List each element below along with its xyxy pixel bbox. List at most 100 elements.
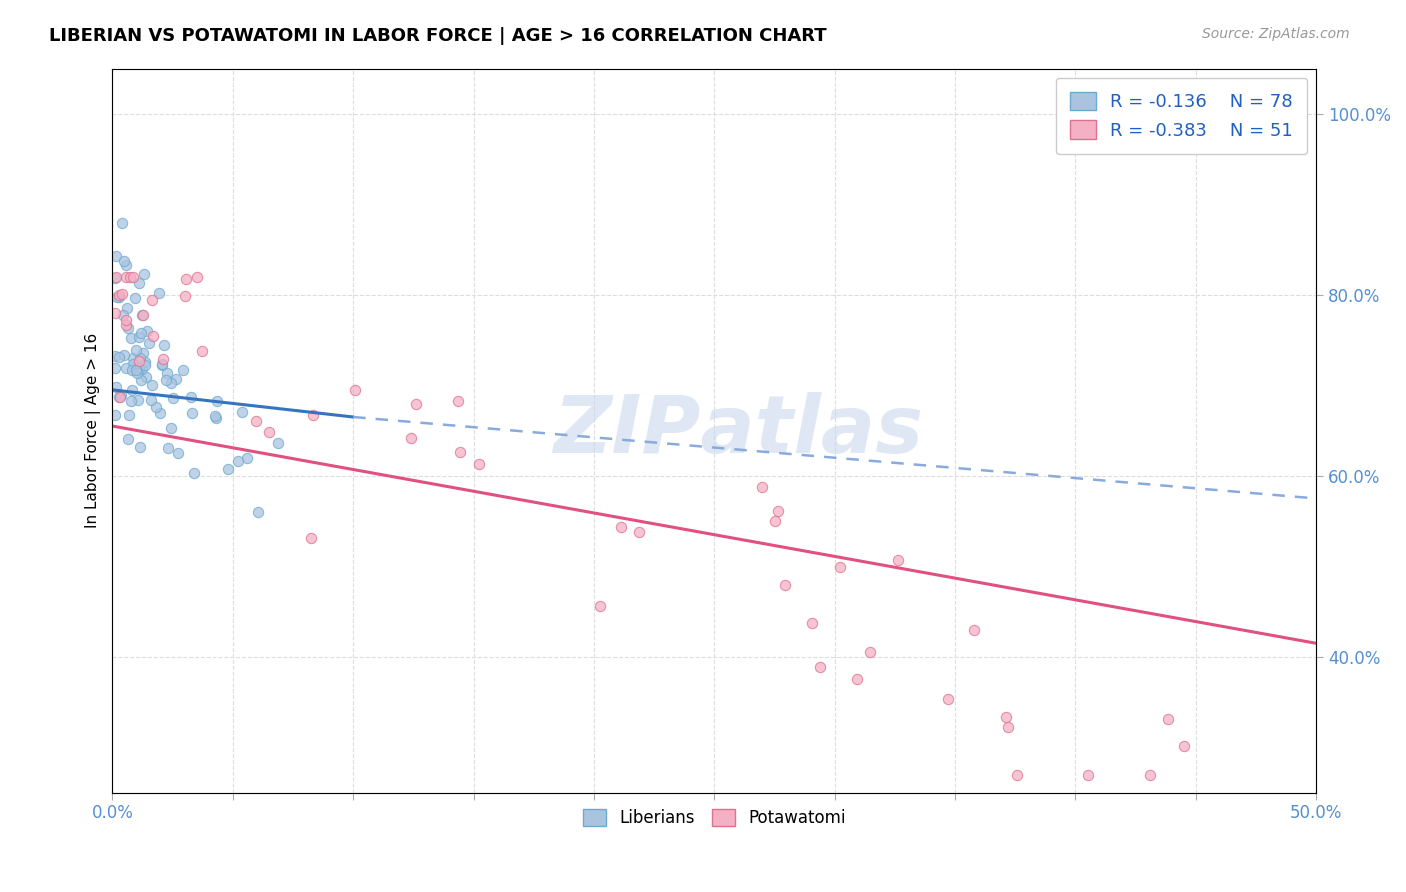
Point — [121, 357, 143, 371]
Point — [128, 351, 150, 366]
Point — [589, 599, 612, 613]
Point — [160, 421, 183, 435]
Point — [134, 358, 156, 372]
Point — [801, 616, 824, 631]
Point — [963, 623, 986, 637]
Point — [267, 436, 290, 450]
Point — [245, 414, 267, 428]
Point — [181, 406, 204, 420]
Point — [150, 358, 173, 372]
Point — [859, 645, 882, 659]
Point — [174, 289, 197, 303]
Point — [995, 710, 1018, 724]
Point — [104, 249, 127, 263]
Point — [127, 360, 149, 375]
Point — [115, 258, 138, 272]
Point — [172, 363, 194, 377]
Point — [111, 308, 134, 322]
Point — [150, 357, 173, 371]
Point — [468, 457, 491, 471]
Point — [1173, 739, 1195, 753]
Point — [135, 324, 157, 338]
Point — [405, 396, 427, 410]
Point — [134, 267, 156, 281]
Point — [125, 366, 148, 380]
Point — [107, 351, 129, 365]
Point — [121, 383, 143, 397]
Point — [104, 269, 127, 284]
Point — [399, 431, 422, 445]
Point — [104, 380, 127, 394]
Point — [299, 531, 322, 545]
Point — [129, 373, 152, 387]
Point — [125, 343, 148, 358]
Point — [118, 408, 141, 422]
Point — [121, 363, 143, 377]
Point — [110, 388, 132, 402]
Point — [763, 515, 786, 529]
Point — [162, 391, 184, 405]
Point — [236, 450, 259, 465]
Point — [111, 216, 134, 230]
Point — [104, 349, 127, 363]
Text: LIBERIAN VS POTAWATOMI IN LABOR FORCE | AGE > 16 CORRELATION CHART: LIBERIAN VS POTAWATOMI IN LABOR FORCE | … — [49, 27, 827, 45]
Point — [148, 285, 170, 300]
Point — [104, 361, 127, 376]
Point — [120, 331, 142, 345]
Point — [120, 393, 142, 408]
Point — [115, 313, 138, 327]
Point — [155, 373, 177, 387]
Point — [131, 308, 153, 322]
Point — [129, 440, 152, 454]
Point — [104, 271, 127, 285]
Point — [128, 276, 150, 290]
Point — [141, 293, 163, 308]
Point — [107, 290, 129, 304]
Point — [132, 308, 155, 322]
Point — [111, 287, 134, 301]
Point — [108, 288, 131, 302]
Text: Source: ZipAtlas.com: Source: ZipAtlas.com — [1202, 27, 1350, 41]
Point — [105, 290, 128, 304]
Point — [246, 505, 269, 519]
Point — [157, 441, 180, 455]
Point — [156, 366, 179, 380]
Point — [205, 394, 228, 409]
Point — [107, 390, 129, 404]
Y-axis label: In Labor Force | Age > 16: In Labor Force | Age > 16 — [86, 333, 101, 528]
Point — [104, 409, 127, 423]
Point — [141, 378, 163, 392]
Point — [186, 269, 208, 284]
Point — [176, 272, 198, 286]
Point — [117, 433, 139, 447]
Point — [134, 355, 156, 369]
Point — [1077, 767, 1099, 781]
Point — [115, 361, 138, 376]
Legend: Liberians, Potawatomi: Liberians, Potawatomi — [575, 800, 853, 835]
Point — [128, 362, 150, 376]
Point — [628, 525, 651, 540]
Point — [204, 409, 226, 423]
Point — [231, 404, 253, 418]
Point — [160, 376, 183, 391]
Point — [808, 659, 831, 673]
Point — [138, 335, 160, 350]
Point — [190, 344, 212, 359]
Point — [104, 305, 127, 319]
Point — [997, 720, 1019, 734]
Point — [447, 394, 470, 409]
Point — [344, 383, 367, 397]
Point — [122, 351, 145, 365]
Point — [118, 269, 141, 284]
Point — [301, 408, 323, 422]
Text: ZIP​atlas: ZIP​atlas — [554, 392, 924, 469]
Point — [1157, 712, 1180, 726]
Point — [775, 578, 797, 592]
Point — [129, 326, 152, 340]
Point — [886, 553, 908, 567]
Point — [226, 453, 249, 467]
Point — [1005, 767, 1028, 781]
Point — [830, 560, 852, 574]
Point — [449, 445, 471, 459]
Point — [117, 321, 139, 335]
